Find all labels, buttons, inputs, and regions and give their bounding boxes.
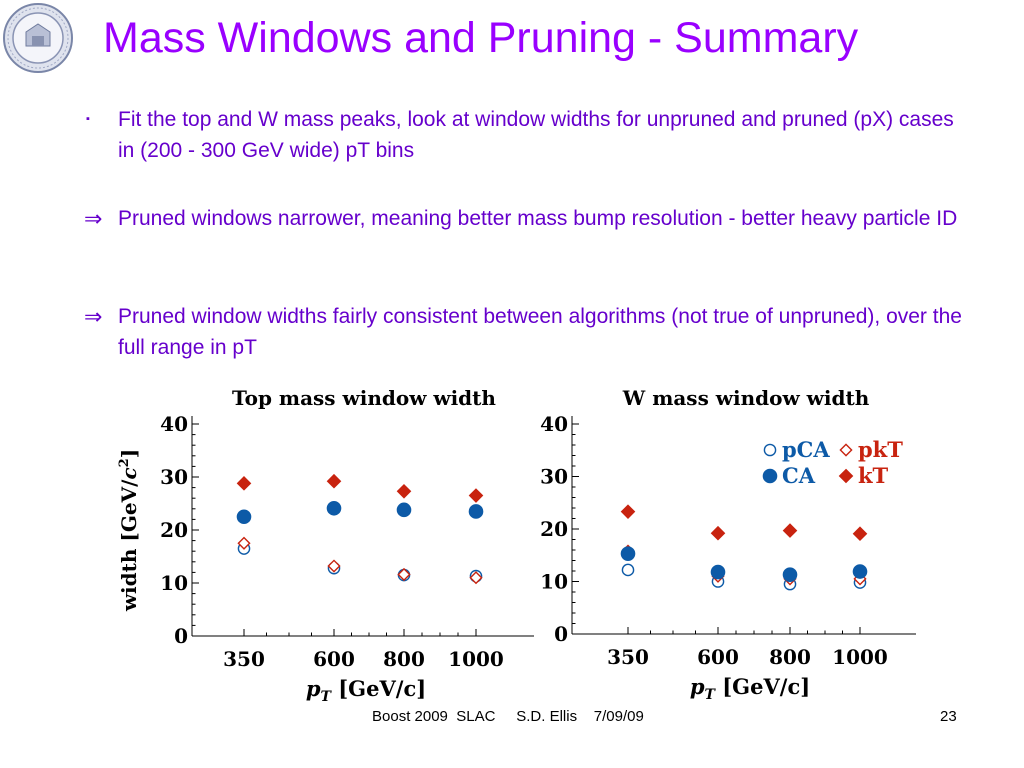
- slide-title: Mass Windows and Pruning - Summary: [103, 14, 859, 62]
- legend-marker-CA: [762, 468, 778, 484]
- chart-title: Top mass window width: [232, 386, 496, 410]
- data-point-kT: [396, 484, 412, 499]
- bullet-consistent-widths: ⇒ Pruned window widths fairly consistent…: [84, 301, 964, 363]
- data-point-pkT: [327, 559, 341, 573]
- implies-arrow-icon: ⇒: [84, 304, 103, 329]
- legend-marker-pCA: [763, 443, 777, 457]
- y-tick-label: 0: [174, 624, 188, 648]
- bullet-text: Pruned window widths fairly consistent b…: [118, 305, 962, 359]
- x-tick-label: 350: [607, 645, 649, 669]
- slide-footer: Boost 2009 SLAC S.D. Ellis 7/09/09 23: [0, 708, 1024, 730]
- y-tick-label: 20: [540, 517, 568, 541]
- bullet-text: Fit the top and W mass peaks, look at wi…: [118, 108, 954, 162]
- y-tick-label: 30: [160, 465, 188, 489]
- data-point-CA: [710, 564, 726, 580]
- x-tick-label: 600: [313, 647, 355, 671]
- data-point-kT: [620, 504, 636, 519]
- y-tick-label: 10: [540, 570, 568, 594]
- legend-label-pCA: pCA: [782, 437, 830, 462]
- data-point-kT: [852, 526, 868, 542]
- data-point-CA: [468, 504, 484, 519]
- x-tick-label: 600: [697, 645, 739, 669]
- square-bullet-icon: ▪: [86, 113, 90, 125]
- data-point-CA: [236, 509, 252, 525]
- w-mass-window-chart: W mass window width 0 10 20 30 40 350 600 800 100…: [540, 386, 916, 703]
- y-tick-label: 10: [160, 571, 188, 595]
- y-tick-label: 40: [540, 412, 568, 436]
- y-tick-label: 40: [160, 412, 188, 436]
- data-point-CA: [396, 502, 412, 518]
- bullet-text: Pruned windows narrower, meaning better …: [118, 207, 958, 230]
- y-tick-label: 20: [160, 518, 188, 542]
- y-tick-label: 0: [554, 622, 568, 646]
- legend-label-kT: kT: [858, 463, 889, 488]
- x-tick-label: 800: [383, 647, 425, 671]
- data-point-kT: [710, 525, 726, 541]
- x-tick-label: 1000: [832, 645, 888, 669]
- bullet-narrower-windows: ⇒ Pruned windows narrower, meaning bette…: [84, 203, 964, 234]
- footer-text: Boost 2009 SLAC S.D. Ellis 7/09/09: [372, 708, 644, 725]
- legend-marker-kT: [838, 468, 854, 484]
- x-tick-label: 350: [223, 647, 265, 671]
- data-point-pkT: [397, 567, 411, 582]
- page-number: 23: [940, 708, 957, 725]
- data-point-kT: [782, 523, 798, 538]
- legend-label-CA: CA: [782, 463, 816, 488]
- x-tick-label: 800: [769, 645, 811, 669]
- data-point-pkT: [469, 571, 483, 585]
- data-point-CA: [782, 567, 798, 582]
- data-point-CA: [326, 500, 342, 516]
- bullet-fit-peaks: ▪ Fit the top and W mass peaks, look at …: [84, 104, 964, 166]
- data-point-kT: [236, 476, 252, 491]
- y-tick-label: 30: [540, 465, 568, 489]
- data-point-kT: [468, 488, 484, 503]
- data-point-kT: [326, 473, 342, 489]
- university-seal-logo: [3, 3, 73, 73]
- data-point-pCA: [621, 563, 635, 577]
- implies-arrow-icon: ⇒: [84, 206, 103, 231]
- legend-marker-pkT: [839, 443, 853, 457]
- data-point-CA: [620, 546, 636, 561]
- chart-title: W mass window width: [622, 386, 870, 410]
- data-point-pkT: [237, 536, 251, 550]
- x-tick-label: 1000: [448, 647, 504, 671]
- top-mass-window-chart: Top mass window width 0 10 20 30 40 350 600 800 1…: [117, 386, 534, 705]
- y-axis-label: width [GeV/c2]: [117, 449, 141, 612]
- x-axis-label: pT [GeV/c]: [690, 674, 810, 703]
- x-axis-label: pT [GeV/c]: [306, 676, 426, 705]
- legend-label-pkT: pkT: [858, 437, 903, 462]
- data-point-CA: [852, 564, 868, 579]
